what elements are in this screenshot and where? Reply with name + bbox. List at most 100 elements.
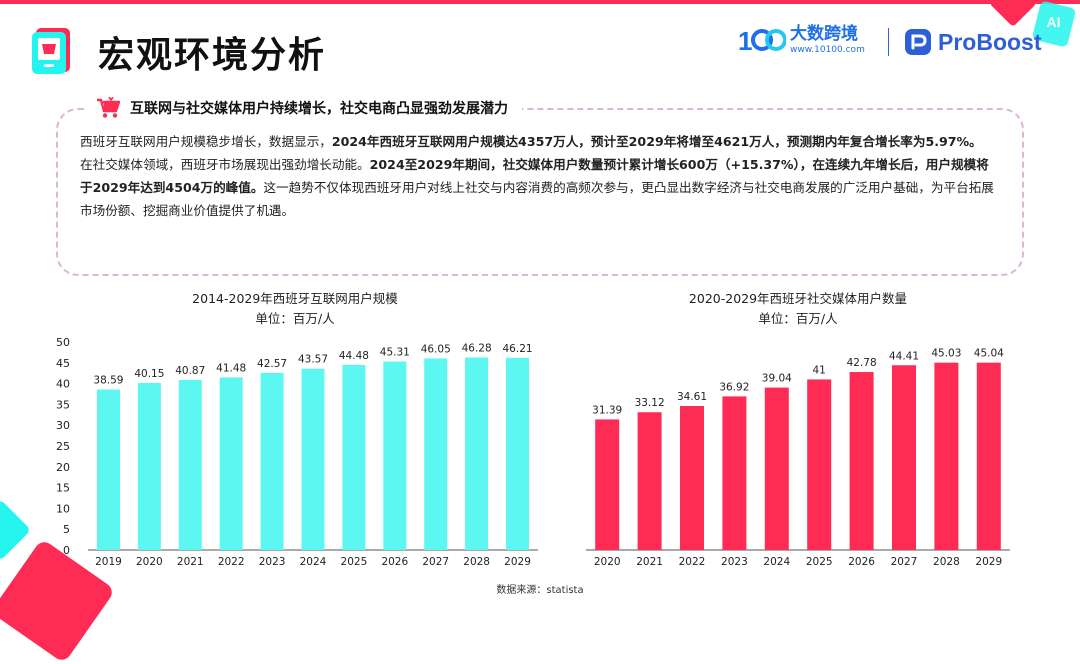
summary-paragraph-2: 在社交媒体领域，西班牙市场展现出强劲增长动能。2024至2029年期间，社交媒体… xyxy=(80,153,1000,222)
data-label: 46.28 xyxy=(462,342,492,354)
y-tick-label: 0 xyxy=(63,544,70,557)
x-tick-label: 2020 xyxy=(594,556,621,568)
x-tick-label: 2022 xyxy=(218,556,245,568)
social-media-users-chart: 2020-2029年西班牙社交媒体用户数量 单位：百万/人 31.39 2020 3… xyxy=(576,286,1020,576)
bar xyxy=(96,389,120,550)
bar xyxy=(301,368,325,550)
y-tick-label: 50 xyxy=(56,336,70,349)
data-label: 31.39 xyxy=(592,404,622,416)
data-source: 数据来源：statista xyxy=(496,585,584,596)
data-label: 34.61 xyxy=(677,391,707,403)
y-tick-label: 5 xyxy=(63,523,70,536)
data-label: 38.59 xyxy=(93,374,123,386)
paragraph-2-highlight: 2024至2029年期间，社交媒体用户数量预计累计增长600万（+15.37%）… xyxy=(80,157,989,195)
shop-phone-icon xyxy=(32,28,70,74)
x-tick-label: 2022 xyxy=(679,556,706,568)
bar xyxy=(219,377,243,550)
data-label: 42.57 xyxy=(257,358,287,370)
corner-decoration-red xyxy=(988,0,1038,28)
bar xyxy=(849,372,874,550)
x-tick-label: 2028 xyxy=(933,556,960,568)
summary-heading: 互联网与社交媒体用户持续增长，社交电商凸显强劲发展潜力 xyxy=(130,101,508,117)
data-label: 36.92 xyxy=(719,381,749,393)
proboost-logo-icon xyxy=(905,29,931,55)
x-tick-label: 2025 xyxy=(341,556,368,568)
shopping-cart-icon xyxy=(97,97,120,118)
brand1-url: www.10100.com xyxy=(790,45,865,55)
bar xyxy=(976,362,1001,550)
summary-box xyxy=(56,108,1024,276)
x-tick-label: 2029 xyxy=(504,556,531,568)
bar xyxy=(506,357,530,550)
x-tick-label: 2021 xyxy=(636,556,663,568)
chart-unit: 单位：百万/人 xyxy=(758,311,838,326)
data-label: 44.41 xyxy=(889,350,919,362)
bar xyxy=(934,362,959,550)
ai-badge: AI xyxy=(1046,13,1061,30)
top-accent-bar xyxy=(0,0,1080,4)
data-label: 41.48 xyxy=(216,362,246,374)
brand-divider xyxy=(888,28,889,56)
data-label: 45.04 xyxy=(974,348,1004,360)
corner-decoration-cyan xyxy=(0,498,32,562)
data-label: 45.31 xyxy=(380,347,410,359)
page-title: 宏观环境分析 xyxy=(98,35,327,76)
x-tick-label: 2023 xyxy=(259,556,286,568)
brand-proboost: ProBoost xyxy=(904,28,1042,56)
x-tick-label: 2028 xyxy=(463,556,490,568)
paragraph-2-text: 在社交媒体领域，西班牙市场展现出强劲增长动能。 xyxy=(80,157,370,172)
x-tick-label: 2026 xyxy=(848,556,875,568)
data-label: 45.03 xyxy=(931,348,961,360)
bar xyxy=(178,379,202,550)
bar xyxy=(342,364,366,550)
data-label: 46.05 xyxy=(421,343,451,355)
y-tick-label: 20 xyxy=(56,461,70,474)
bar xyxy=(722,396,747,550)
bar xyxy=(892,365,916,550)
bar xyxy=(637,412,662,550)
x-tick-label: 2025 xyxy=(806,556,833,568)
bar xyxy=(807,379,832,550)
y-tick-label: 30 xyxy=(56,419,70,432)
internet-users-chart: 2014-2029年西班牙互联网用户规模 单位：百万/人 0 5 10 15 20 25 3… xyxy=(40,286,550,576)
social-media-users-plot: 31.39 2020 33.12 2021 34.61 2022 36.92 2023 39.0… xyxy=(586,348,1010,568)
x-tick-label: 2024 xyxy=(300,556,327,568)
bar xyxy=(595,419,620,550)
data-label: 44.48 xyxy=(339,350,369,362)
bar xyxy=(383,361,407,550)
data-label: 33.12 xyxy=(635,397,665,409)
x-tick-label: 2029 xyxy=(975,556,1002,568)
data-label: 46.21 xyxy=(503,343,533,355)
data-label: 39.04 xyxy=(762,373,792,385)
brand2-name: ProBoost xyxy=(938,28,1042,55)
svg-text:1: 1 xyxy=(738,26,752,56)
chart-title: 2014-2029年西班牙互联网用户规模 xyxy=(192,291,398,306)
y-tick-label: 15 xyxy=(56,482,70,495)
x-tick-label: 2023 xyxy=(721,556,748,568)
data-label: 40.87 xyxy=(175,365,205,377)
paragraph-1-text: 西班牙互联网用户规模稳步增长，数据显示， xyxy=(80,134,332,149)
x-tick-label: 2026 xyxy=(381,556,408,568)
x-tick-label: 2027 xyxy=(891,556,918,568)
x-tick-label: 2021 xyxy=(177,556,204,568)
summary-paragraph-1: 西班牙互联网用户规模稳步增长，数据显示，2024年西班牙互联网用户规模达4357… xyxy=(80,130,1000,153)
data-label: 41 xyxy=(813,364,826,376)
y-tick-label: 25 xyxy=(56,440,70,453)
bar xyxy=(137,382,161,550)
summary-tag: 互联网与社交媒体用户持续增长，社交电商凸显强劲发展潜力 xyxy=(88,94,522,122)
y-tick-label: 35 xyxy=(56,398,70,411)
data-label: 42.78 xyxy=(847,357,877,369)
summary-text: 西班牙互联网用户规模稳步增长，数据显示，2024年西班牙互联网用户规模达4357… xyxy=(80,130,1000,222)
x-tick-label: 2020 xyxy=(136,556,163,568)
data-label: 43.57 xyxy=(298,354,328,366)
10100-logo-icon: 1 xyxy=(738,26,786,56)
bar xyxy=(680,406,704,550)
bar xyxy=(260,372,284,550)
chart-unit: 单位：百万/人 xyxy=(255,311,335,326)
x-tick-label: 2024 xyxy=(763,556,790,568)
bar xyxy=(424,358,448,550)
bar xyxy=(465,357,489,550)
chart-title: 2020-2029年西班牙社交媒体用户数量 xyxy=(688,291,908,306)
internet-users-plot: 0510152025303540455038.59201940.15202040… xyxy=(56,336,538,568)
y-tick-label: 10 xyxy=(56,502,70,515)
